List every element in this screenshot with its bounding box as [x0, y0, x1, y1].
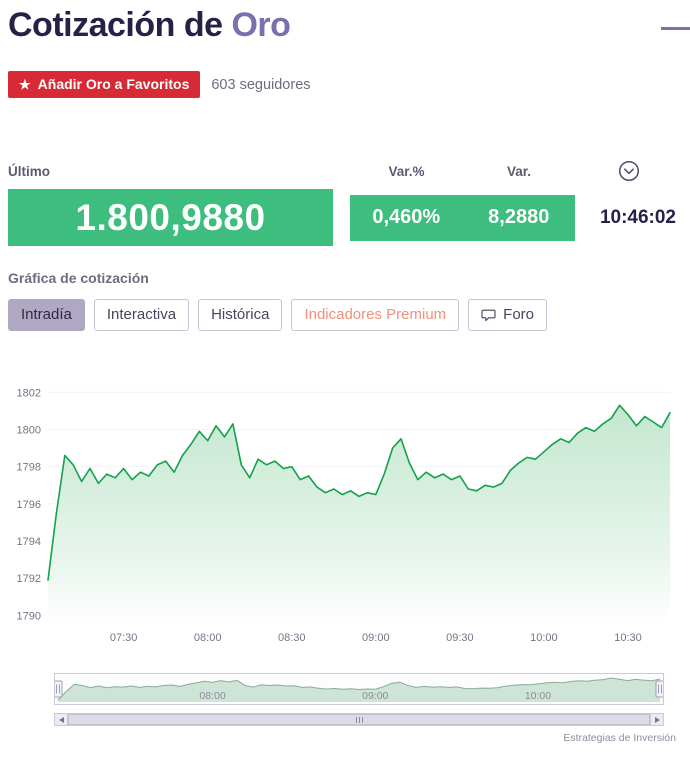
chart-navigator[interactable]: 08:00 09:00 10:00 [54, 673, 664, 706]
navigator-chart: 08:00 09:00 10:00 [55, 677, 663, 703]
var-pct-label: Var.% [388, 163, 425, 179]
svg-text:10:30: 10:30 [614, 632, 642, 644]
quote-collapse-area [575, 160, 682, 182]
scrollbar-left-button[interactable] [54, 713, 68, 727]
svg-text:10:00: 10:00 [525, 690, 551, 702]
add-to-favorites-label: Añadir Oro a Favoritos [37, 76, 190, 93]
chevron-down-circle-icon[interactable] [618, 160, 640, 182]
tab-intradia[interactable]: Intradía [8, 299, 85, 332]
svg-text:10:00: 10:00 [530, 632, 558, 644]
chart-tabs: Intradía Interactiva Histórica Indicador… [8, 299, 682, 332]
scrollbar-track[interactable] [68, 713, 650, 727]
quote-header-row: Último Var.% Var. [8, 160, 682, 182]
last-label: Último [8, 163, 50, 179]
var-pct-value: 0,460% [372, 206, 441, 229]
chart-section-heading: Gráfica de cotización [8, 270, 149, 287]
tab-foro[interactable]: Foro [468, 299, 548, 332]
add-to-favorites-button[interactable]: ★ Añadir Oro a Favoritos [8, 71, 201, 99]
scrollbar-right-button[interactable] [650, 713, 664, 727]
followers-count: 603 seguidores [211, 76, 311, 93]
var-value: 8,2880 [488, 206, 550, 229]
favorites-row: ★ Añadir Oro a Favoritos 603 seguidores [8, 71, 682, 99]
svg-text:1802: 1802 [17, 387, 41, 399]
svg-text:1790: 1790 [17, 611, 41, 623]
attribution: Estrategias de Inversión [563, 732, 676, 745]
tab-historica[interactable]: Histórica [198, 299, 283, 332]
svg-text:1792: 1792 [17, 573, 41, 585]
svg-text:1798: 1798 [17, 462, 41, 474]
svg-text:09:30: 09:30 [446, 632, 474, 644]
header-accent-bar [661, 27, 690, 30]
scrollbar-grip-icon [355, 716, 363, 723]
svg-text:08:00: 08:00 [199, 690, 225, 702]
left-arrow-icon [58, 716, 64, 723]
quote-values-row: 1.800,9880 0,460% 8,2880 10:46:02 [8, 189, 682, 247]
variation-box: 0,460% 8,2880 [350, 194, 575, 241]
page-title: Cotización de Oro [0, 4, 690, 45]
svg-text:08:30: 08:30 [278, 632, 306, 644]
tab-interactiva[interactable]: Interactiva [93, 299, 190, 332]
right-arrow-icon [654, 716, 660, 723]
last-price-value: 1.800,9880 [75, 196, 266, 238]
quote-time: 10:46:02 [599, 206, 676, 228]
svg-text:1794: 1794 [17, 536, 41, 548]
tab-foro-label: Foro [503, 306, 535, 324]
svg-text:07:30: 07:30 [110, 632, 138, 644]
last-price-box: 1.800,9880 [8, 189, 333, 247]
forum-bubble-icon [481, 309, 496, 321]
page-title-prefix: Cotización de [8, 6, 223, 44]
svg-text:09:00: 09:00 [362, 690, 388, 702]
svg-text:08:00: 08:00 [194, 632, 222, 644]
tab-indicadores-premium[interactable]: Indicadores Premium [291, 299, 460, 332]
var-label: Var. [506, 163, 532, 179]
intraday-chart: 1790 1792 1794 1796 1798 1800 1802 07:30 08:00 08… [17, 387, 671, 644]
svg-text:1800: 1800 [17, 425, 41, 437]
chart-scrollbar [54, 713, 664, 727]
scrollbar-thumb[interactable] [68, 714, 650, 726]
star-icon: ★ [19, 76, 31, 92]
page-title-instrument: Oro [231, 6, 291, 44]
svg-text:1796: 1796 [17, 499, 41, 511]
svg-text:09:00: 09:00 [362, 632, 390, 644]
